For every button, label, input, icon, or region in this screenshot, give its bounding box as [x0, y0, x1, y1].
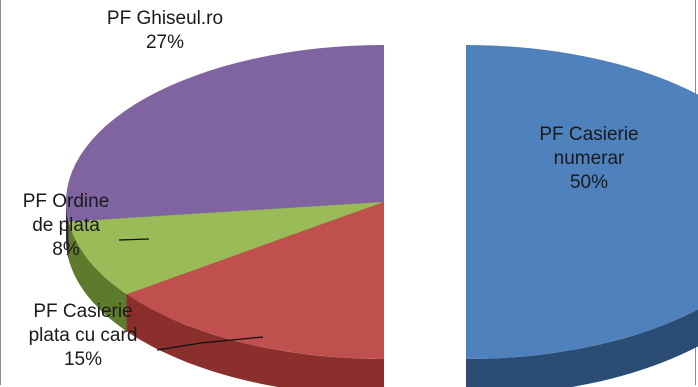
slice-top-pf-ordine-de-plata	[68, 202, 384, 295]
data-label-pf-casierie-plata-cu-card: PF Casierie plata cu card 15%	[29, 301, 138, 370]
data-label-pf-casierie-numerar: PF Casierie numerar 50%	[539, 124, 638, 193]
slice-side-pf-ghiseul-ro	[66, 202, 69, 259]
label-percent-pf-casierie-plata-cu-card: 15%	[64, 349, 102, 370]
leader-line-pf-ordine-de-plata	[118, 238, 150, 241]
slice-pf-casierie-plata-cu-card	[126, 202, 384, 387]
leader-line-pf-casierie-plata-cu-card	[156, 336, 264, 351]
slices-layer	[65, 45, 698, 387]
label-percent-pf-casierie-numerar: 50%	[570, 172, 608, 193]
label-percent-pf-ghiseul-ro: 27%	[146, 32, 184, 53]
data-label-pf-ghiseul-ro: PF Ghiseul.ro 27%	[107, 8, 223, 53]
label-name-pf-ordine-de-plata: de plata	[32, 215, 100, 236]
label-name-pf-casierie-numerar: numerar	[554, 148, 625, 169]
slice-side-pf-ordine-de-plata	[68, 221, 127, 332]
slice-top-pf-casierie-numerar	[466, 45, 698, 359]
slice-side-pf-casierie-plata-cu-card	[126, 294, 384, 387]
label-name-pf-ghiseul-ro: PF Ghiseul.ro	[107, 8, 223, 29]
label-name-pf-casierie-plata-cu-card: plata cu card	[29, 325, 138, 346]
slice-pf-casierie-numerar	[466, 45, 698, 387]
slice-side-pf-casierie-numerar	[466, 309, 698, 387]
data-label-pf-ordine-de-plata: PF Ordine de plata 8%	[23, 191, 110, 260]
label-percent-pf-ordine-de-plata: 8%	[52, 239, 80, 260]
leader-lines	[118, 238, 264, 351]
label-name-pf-casierie-plata-cu-card: PF Casierie	[33, 301, 132, 322]
labels-layer: PF Casierie numerar 50% PF Casierie plata cu…	[23, 8, 639, 370]
slice-top-pf-casierie-plata-cu-card	[126, 202, 384, 359]
label-name-pf-ordine-de-plata: PF Ordine	[23, 191, 110, 212]
label-name-pf-casierie-numerar: PF Casierie	[539, 124, 638, 145]
slice-top-pf-ghiseul-ro	[65, 45, 384, 222]
